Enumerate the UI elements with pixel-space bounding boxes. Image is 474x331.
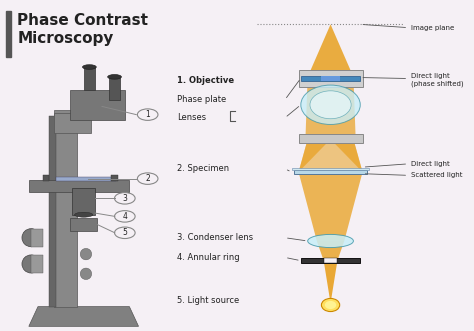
Text: 4. Annular ring: 4. Annular ring [177, 253, 240, 262]
Bar [111, 175, 118, 181]
Polygon shape [324, 261, 337, 303]
Bar [49, 116, 56, 307]
Text: 5. Light source: 5. Light source [177, 296, 240, 305]
Ellipse shape [22, 255, 40, 273]
Bar [56, 177, 116, 181]
Ellipse shape [80, 268, 91, 280]
Bar [324, 259, 337, 263]
Bar [70, 218, 97, 231]
Ellipse shape [74, 212, 93, 217]
Polygon shape [299, 172, 363, 241]
Ellipse shape [115, 227, 135, 239]
Text: Image plane: Image plane [410, 24, 454, 31]
Bar [72, 188, 95, 215]
Bar [54, 113, 91, 133]
Bar [109, 77, 120, 100]
Polygon shape [305, 77, 356, 139]
Text: 1: 1 [146, 110, 150, 119]
Polygon shape [299, 139, 363, 172]
Text: Phase plate: Phase plate [177, 95, 227, 104]
Ellipse shape [82, 65, 96, 69]
Bar [43, 175, 49, 181]
Bar [301, 259, 360, 263]
Ellipse shape [310, 91, 351, 119]
Text: 1. Objective: 1. Objective [177, 76, 235, 85]
Bar [6, 11, 11, 57]
Bar [29, 180, 129, 192]
Bar [31, 228, 43, 247]
Text: 2. Specimen: 2. Specimen [177, 164, 229, 173]
Polygon shape [330, 139, 363, 172]
Bar [54, 110, 77, 307]
Bar [321, 75, 340, 81]
Bar [299, 134, 363, 143]
Ellipse shape [137, 109, 158, 120]
Bar [299, 70, 363, 87]
Text: Lenses: Lenses [177, 114, 207, 122]
Polygon shape [299, 139, 330, 172]
Text: 2: 2 [146, 174, 150, 183]
Ellipse shape [325, 301, 336, 309]
Ellipse shape [321, 299, 340, 311]
Text: 3: 3 [122, 194, 127, 203]
Ellipse shape [301, 85, 360, 124]
Text: 3. Condenser lens: 3. Condenser lens [177, 233, 254, 242]
Polygon shape [29, 307, 138, 326]
Ellipse shape [308, 234, 354, 248]
Polygon shape [317, 241, 344, 261]
Ellipse shape [108, 74, 121, 79]
Text: Direct light
(phase shifted): Direct light (phase shifted) [410, 73, 463, 87]
Text: Scattered light: Scattered light [410, 172, 462, 178]
Bar [301, 75, 360, 81]
Bar [292, 168, 369, 170]
Bar [31, 255, 43, 273]
Text: Direct light: Direct light [410, 161, 449, 167]
Text: Phase Contrast
Microscopy: Phase Contrast Microscopy [18, 13, 148, 46]
Ellipse shape [80, 248, 91, 260]
Bar [70, 90, 125, 119]
Ellipse shape [22, 229, 40, 247]
Text: 4: 4 [122, 212, 127, 221]
Ellipse shape [137, 173, 158, 184]
Ellipse shape [115, 193, 135, 204]
Text: 5: 5 [122, 228, 127, 237]
Polygon shape [308, 24, 354, 77]
Ellipse shape [115, 211, 135, 222]
Bar [294, 170, 367, 174]
Bar [84, 67, 95, 90]
